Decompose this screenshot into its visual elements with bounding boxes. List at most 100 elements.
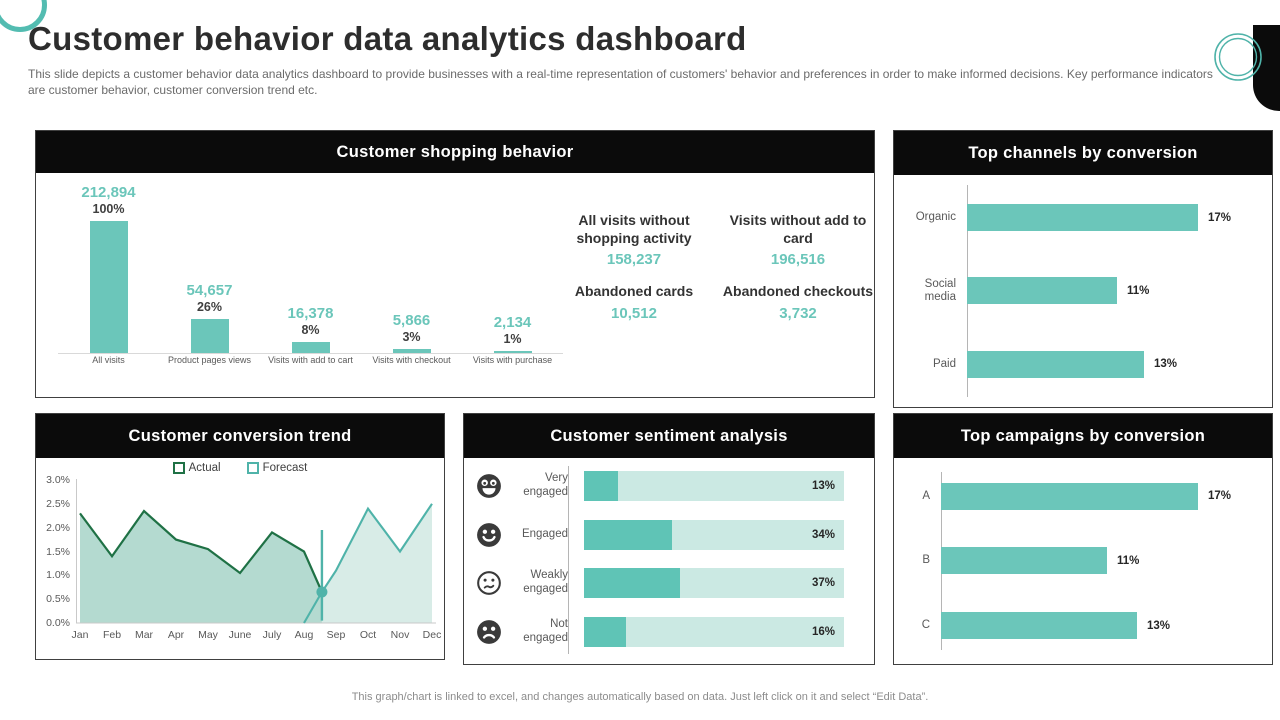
value-label: 37%	[811, 577, 835, 590]
legend-item: Actual	[172, 462, 221, 474]
panel-title: Top campaigns by conversion	[894, 414, 1272, 458]
panel-title: Customer conversion trend	[36, 414, 444, 458]
weakly-engaged-face-icon	[476, 570, 502, 596]
bar[interactable]	[941, 547, 1107, 575]
category-label: Not engaged	[523, 617, 568, 644]
bar-track[interactable]: 13%	[584, 471, 844, 502]
y-tick-label: 1.0%	[46, 569, 70, 582]
value-label: 16%	[811, 625, 835, 638]
campaigns-chart[interactable]: A 17% B 11% C 13%	[902, 464, 1264, 658]
panel-title: Customer shopping behavior	[36, 131, 874, 173]
stat-item: All visits without shopping activity 158,…	[556, 211, 712, 268]
page-subtitle: This slide depicts a customer behavior d…	[28, 67, 1213, 97]
funnel-column: 5,866 3%	[361, 312, 462, 353]
panel-sentiment-analysis: Customer sentiment analysis Very engaged…	[463, 413, 875, 665]
bar-percent-label: 8%	[301, 323, 320, 337]
bar[interactable]	[967, 350, 1144, 378]
trend-area-chart[interactable]	[76, 479, 436, 625]
legend-label: Forecast	[262, 462, 308, 474]
category-label: Visits with checkout	[372, 355, 451, 365]
bar-track[interactable]: 37%	[584, 568, 844, 599]
category-label: All visits	[92, 355, 125, 365]
stat-label: Abandoned checkouts	[722, 283, 874, 300]
value-label: 34%	[811, 528, 835, 541]
funnel-bar[interactable]	[392, 349, 431, 353]
legend-label: Actual	[188, 462, 221, 474]
x-tick-label: Sep	[326, 629, 346, 641]
y-tick-label: 2.5%	[46, 497, 70, 510]
stat-item: Visits without add to card 196,516	[720, 211, 876, 268]
bar-track[interactable]: 16%	[584, 616, 844, 647]
footer-note: This graph/chart is linked to excel, and…	[351, 691, 929, 703]
bar-track[interactable]: 34%	[584, 519, 844, 550]
stat-value: 10,512	[611, 304, 657, 322]
bar-fill	[584, 568, 681, 599]
bar-fill	[584, 471, 618, 502]
funnel-bar[interactable]	[190, 319, 229, 353]
category-label: Paid	[932, 357, 956, 370]
category-label: Very engaged	[523, 472, 568, 499]
bar-value-label: 16,378	[287, 305, 334, 322]
y-tick-label: 2.0%	[46, 521, 70, 534]
category-label: Weakly engaged	[523, 569, 568, 596]
chart-row: Very engaged 13%	[476, 471, 862, 502]
value-label: 11%	[1127, 284, 1150, 297]
category-label: C	[921, 619, 930, 632]
x-tick-label: Nov	[390, 629, 410, 641]
bar[interactable]	[967, 277, 1117, 305]
legend-swatch-icon	[246, 462, 259, 474]
funnel-column: 2,134 1%	[462, 314, 563, 353]
chart-row: A 17%	[902, 482, 1264, 510]
page-title: Customer behavior data analytics dashboa…	[28, 20, 747, 57]
funnel-chart[interactable]: 212,894 100% 54,657 26% 16,378 8% 5,866 3% 2,134…	[58, 173, 563, 354]
x-axis-labels: Jan Feb Mar Apr May June July Aug Sep Oct Nov Dec	[72, 629, 442, 643]
bar-value-label: 2,134	[493, 314, 532, 331]
value-label: 13%	[811, 480, 835, 493]
very-engaged-face-icon	[476, 473, 502, 499]
funnel-bar[interactable]	[89, 221, 128, 353]
chart-row: Paid 13%	[902, 350, 1264, 378]
funnel-bar[interactable]	[291, 342, 330, 353]
value-label: 13%	[1154, 358, 1178, 371]
panel-top-channels: Top channels by conversion Organic 17% Soc…	[893, 130, 1273, 408]
x-tick-label: May	[198, 629, 218, 641]
category-label: Product pages views	[167, 355, 252, 365]
funnel-column: 54,657 26%	[159, 282, 260, 353]
category-label: Engaged	[521, 527, 568, 540]
x-tick-label: Oct	[359, 629, 377, 641]
panel-shopping-behavior: Customer shopping behavior 212,894 100% 54…	[35, 130, 875, 398]
value-label: 11%	[1117, 554, 1140, 567]
stat-item: Abandoned checkouts 3,732	[720, 282, 876, 321]
chart-row: Social media 11%	[902, 277, 1264, 305]
chart-row: Organic 17%	[902, 204, 1264, 232]
x-tick-label: Dec	[422, 629, 442, 641]
funnel-bar[interactable]	[493, 351, 532, 353]
chart-row: B 11%	[902, 547, 1264, 575]
bar[interactable]	[967, 204, 1198, 232]
stat-item: Abandoned cards 10,512	[556, 282, 712, 321]
category-label: Visits with purchase	[472, 355, 553, 365]
funnel-axis-labels: All visits Product pages views Visits with…	[58, 355, 563, 365]
x-tick-label: Aug	[294, 629, 314, 641]
chart-row: Engaged 34%	[476, 519, 862, 550]
value-label: 17%	[1208, 490, 1232, 503]
y-tick-label: 3.0%	[46, 474, 70, 486]
panel-conversion-trend: Customer conversion trend Actual Forecast…	[35, 413, 445, 660]
value-label: 17%	[1208, 211, 1232, 224]
channels-chart[interactable]: Organic 17% Social media 11% Paid 13%	[902, 181, 1264, 401]
teal-ring-icon	[0, 0, 47, 32]
x-tick-label: Feb	[102, 629, 122, 641]
bar[interactable]	[941, 612, 1137, 640]
stat-label: Abandoned cards	[574, 283, 694, 300]
category-label: B	[922, 554, 930, 567]
bar[interactable]	[941, 482, 1198, 510]
sentiment-chart[interactable]: Very engaged 13% Engaged 34% Weakly engaged 3…	[476, 462, 862, 656]
stat-label: Visits without add to card	[729, 212, 867, 247]
engaged-face-icon	[476, 522, 502, 548]
funnel-column: 16,378 8%	[260, 305, 361, 353]
y-tick-label: 0.0%	[46, 617, 70, 629]
x-tick-label: Mar	[134, 629, 154, 641]
bar-percent-label: 3%	[402, 330, 421, 344]
chart-row: C 13%	[902, 612, 1264, 640]
legend-swatch-icon	[172, 462, 185, 474]
